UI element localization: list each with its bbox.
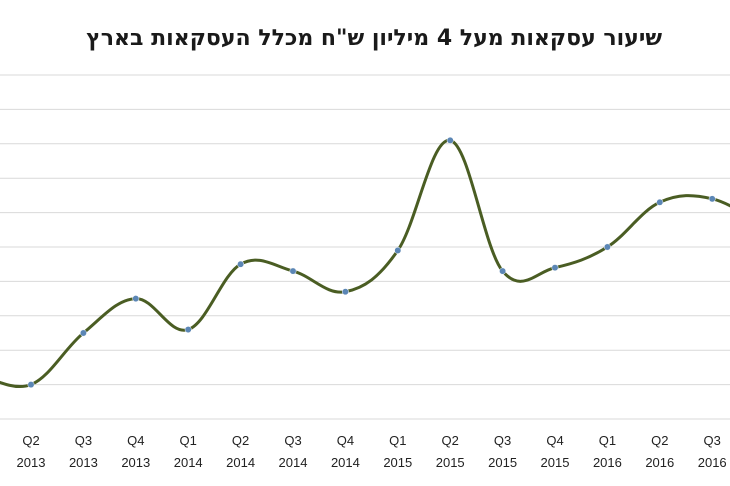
data-point <box>132 295 140 303</box>
x-tick-year: 2015 <box>541 455 570 470</box>
data-point <box>603 243 611 251</box>
x-tick-year: 2015 <box>436 455 465 470</box>
x-tick-quarter: Q2 <box>22 433 39 448</box>
x-tick-quarter: Q3 <box>284 433 301 448</box>
data-point <box>27 381 35 389</box>
x-tick-quarter: Q4 <box>337 433 354 448</box>
x-tick-quarter: Q3 <box>494 433 511 448</box>
x-tick-year: 2015 <box>383 455 412 470</box>
x-tick-year: 2014 <box>174 455 203 470</box>
x-tick-year: 2016 <box>593 455 622 470</box>
x-tick-year: 2014 <box>331 455 360 470</box>
x-tick-quarter: Q1 <box>389 433 406 448</box>
x-tick-quarter: Q1 <box>180 433 197 448</box>
data-point <box>341 288 349 296</box>
x-tick-year: 2016 <box>698 455 727 470</box>
data-point <box>394 246 402 254</box>
x-tick-quarter: Q1 <box>599 433 616 448</box>
x-tick-quarter: Q3 <box>704 433 721 448</box>
data-point <box>656 198 664 206</box>
x-tick-quarter: Q2 <box>232 433 249 448</box>
x-tick-quarter: Q3 <box>75 433 92 448</box>
x-tick-quarter: Q2 <box>442 433 459 448</box>
x-tick-quarter: Q4 <box>546 433 563 448</box>
chart-title: שיעור עסקאות מעל 4 מיליון ש"ח מכלל העסקא… <box>86 26 662 51</box>
data-point <box>708 195 716 203</box>
x-tick-year: 2013 <box>17 455 46 470</box>
x-tick-year: 2013 <box>69 455 98 470</box>
x-tick-quarter: Q4 <box>127 433 144 448</box>
series-line <box>0 138 730 388</box>
data-point <box>184 326 192 334</box>
data-point <box>289 267 297 275</box>
x-tick-year: 2016 <box>645 455 674 470</box>
data-point <box>551 264 559 272</box>
data-point <box>79 329 87 337</box>
x-tick-year: 2014 <box>226 455 255 470</box>
x-tick-year: 2014 <box>279 455 308 470</box>
x-tick-quarter: Q2 <box>651 433 668 448</box>
data-point <box>237 260 245 268</box>
x-tick-year: 2015 <box>488 455 517 470</box>
x-tick-year: 2013 <box>121 455 150 470</box>
data-point <box>499 267 507 275</box>
data-point <box>446 136 454 144</box>
